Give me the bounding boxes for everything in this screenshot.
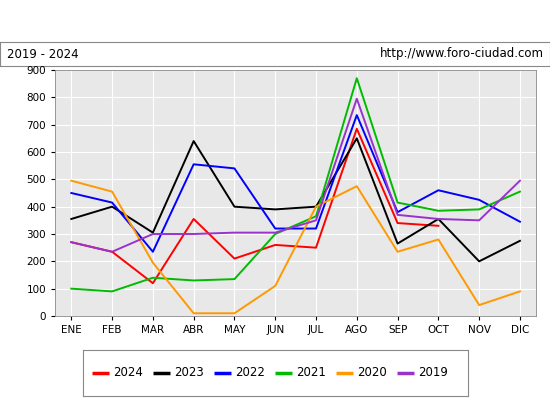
Text: 2021: 2021 [296,366,326,380]
Text: 2019 - 2024: 2019 - 2024 [7,48,78,60]
Text: http://www.foro-ciudad.com: http://www.foro-ciudad.com [379,48,543,60]
Text: 2019: 2019 [417,366,448,380]
Text: 2024: 2024 [113,366,143,380]
Text: 2020: 2020 [357,366,387,380]
Text: Evolucion Nº Turistas Nacionales en el municipio de Hornos: Evolucion Nº Turistas Nacionales en el m… [58,14,492,28]
Text: 2022: 2022 [235,366,265,380]
Text: 2023: 2023 [174,366,204,380]
